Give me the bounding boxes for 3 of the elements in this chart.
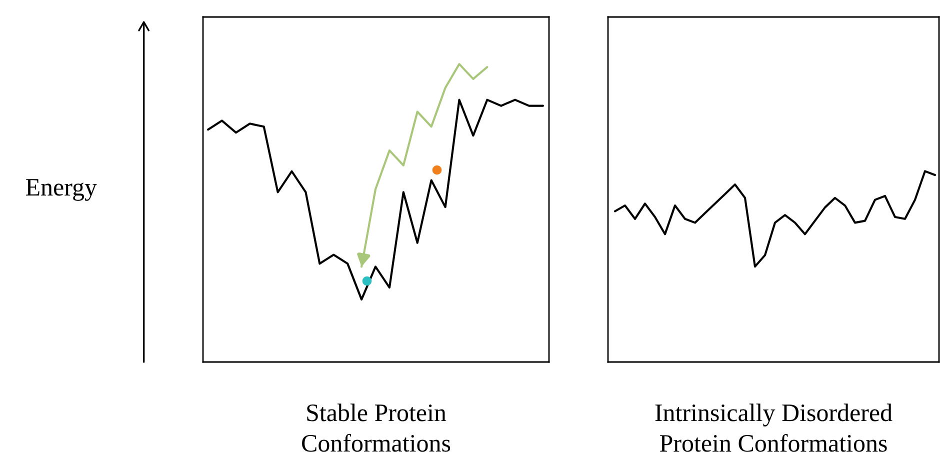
x-axis-title: Stable Protein Conformations bbox=[302, 404, 450, 452]
y-axis-title: Energy bbox=[26, 179, 97, 201]
x-axis-title: Intrinsically Disordered Protein Conformations bbox=[655, 404, 892, 452]
